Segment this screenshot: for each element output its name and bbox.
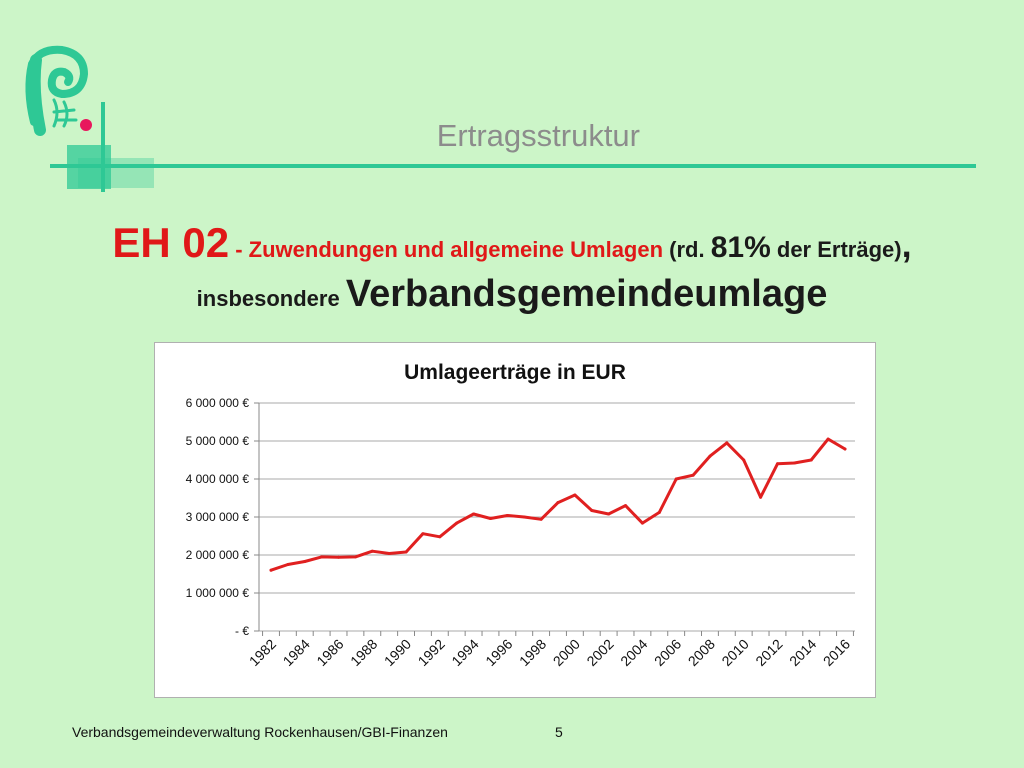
data-point xyxy=(590,509,594,513)
x-tick-label: 2008 xyxy=(685,636,718,669)
x-tick-label: 1988 xyxy=(347,636,380,669)
headline-rest: der Erträge) xyxy=(770,237,902,262)
data-point xyxy=(404,550,408,554)
y-tick-label: - € xyxy=(235,624,249,638)
headline-open: (rd. xyxy=(663,237,711,262)
data-point xyxy=(809,458,813,462)
data-point xyxy=(759,495,763,499)
x-tick-label: 2014 xyxy=(786,636,819,669)
data-point xyxy=(657,510,661,514)
data-point xyxy=(438,535,442,539)
data-point xyxy=(505,513,509,517)
data-point xyxy=(353,555,357,559)
y-tick-label: 2 000 000 € xyxy=(186,548,250,562)
y-tick-label: 3 000 000 € xyxy=(186,510,250,524)
y-tick-label: 1 000 000 € xyxy=(186,586,250,600)
headline-red-text: - Zuwendungen und allgemeine Umlagen xyxy=(229,237,664,262)
y-tick-label: 4 000 000 € xyxy=(186,472,250,486)
data-point xyxy=(640,521,644,525)
x-tick-label: 2010 xyxy=(718,636,751,669)
data-point xyxy=(488,517,492,521)
footer-organization: Verbandsgemeindeverwaltung Rockenhausen/… xyxy=(72,724,448,740)
x-tick-label: 1984 xyxy=(280,636,313,669)
x-tick-label: 1996 xyxy=(482,636,515,669)
data-point xyxy=(742,458,746,462)
data-point xyxy=(337,555,341,559)
x-tick-label: 2004 xyxy=(617,636,650,669)
data-point xyxy=(455,521,459,525)
y-tick-label: 5 000 000 € xyxy=(186,434,250,448)
headline-line-1: EH 02 - Zuwendungen und allgemeine Umlag… xyxy=(0,218,1024,268)
data-point xyxy=(320,555,324,559)
y-tick-label: 6 000 000 € xyxy=(186,396,250,410)
data-point xyxy=(725,441,729,445)
data-point xyxy=(556,501,560,505)
data-point xyxy=(674,477,678,481)
x-tick-label: 1992 xyxy=(415,636,448,669)
series-line xyxy=(269,437,847,572)
x-tick-label: 1998 xyxy=(516,636,549,669)
section-title: Ertragsstruktur xyxy=(436,118,640,153)
stylized-letter-p-logo-icon xyxy=(25,45,154,192)
data-point xyxy=(303,559,307,563)
x-tick-label: 1990 xyxy=(381,636,414,669)
x-tick-label: 1994 xyxy=(448,636,481,669)
data-point xyxy=(522,515,526,519)
header-rule xyxy=(50,164,976,168)
headline-line-2: insbesondere Verbandsgemeindeumlage xyxy=(0,272,1024,318)
x-tick-label: 2000 xyxy=(550,636,583,669)
x-tick-label: 1982 xyxy=(246,636,279,669)
headline-comma: , xyxy=(901,224,912,265)
data-point xyxy=(421,532,425,536)
data-point xyxy=(539,517,543,521)
data-point xyxy=(607,512,611,516)
data-point xyxy=(691,473,695,477)
data-point xyxy=(387,551,391,555)
data-point xyxy=(573,493,577,497)
data-point xyxy=(269,568,273,572)
headline-insbesondere: insbesondere xyxy=(196,286,346,312)
data-point xyxy=(775,462,779,466)
headline: EH 02 - Zuwendungen und allgemeine Umlag… xyxy=(0,218,1024,318)
page-number: 5 xyxy=(555,724,563,740)
data-point xyxy=(843,447,847,451)
data-point xyxy=(624,504,628,508)
x-tick-label: 2002 xyxy=(583,636,616,669)
chart-title: Umlageerträge in EUR xyxy=(404,361,626,384)
headline-code: EH 02 xyxy=(112,219,230,266)
x-tick-label: 2006 xyxy=(651,636,684,669)
data-point xyxy=(472,512,476,516)
headline-percentage: 81% xyxy=(710,231,771,264)
data-point xyxy=(370,549,374,553)
data-point xyxy=(826,437,830,441)
data-point xyxy=(286,563,290,566)
x-tick-label: 2012 xyxy=(752,636,785,669)
data-point xyxy=(708,454,712,458)
x-tick-label: 1986 xyxy=(313,636,346,669)
x-tick-label: 2016 xyxy=(820,636,853,669)
chart-container: Umlageerträge in EUR - € 1 000 000 € 2 000 … xyxy=(154,342,876,698)
line-chart: Umlageerträge in EUR - € 1 000 000 € 2 000 … xyxy=(186,361,855,669)
headline-emphasis: Verbandsgemeindeumlage xyxy=(345,273,828,316)
data-point xyxy=(792,461,796,465)
